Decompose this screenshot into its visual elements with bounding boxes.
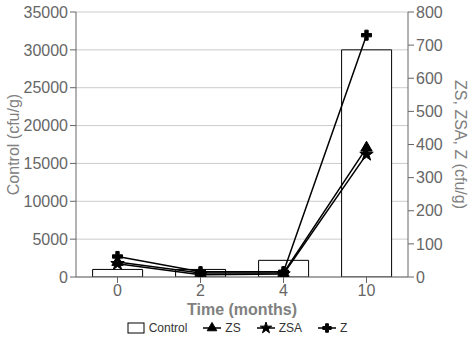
svg-text:2: 2 [196, 282, 205, 299]
svg-text:35000: 35000 [24, 4, 69, 21]
svg-text:15000: 15000 [24, 155, 69, 172]
html-text:ZSA: ZSA [278, 321, 302, 335]
svg-text:Time (months): Time (months) [187, 301, 297, 318]
svg-text:5000: 5000 [32, 231, 68, 248]
svg-text:10000: 10000 [24, 193, 69, 210]
svg-text:600: 600 [416, 70, 443, 87]
svg-text:300: 300 [416, 169, 443, 186]
svg-text:500: 500 [416, 103, 443, 120]
svg-text:100: 100 [416, 236, 443, 253]
svg-text:Control (cfu/g): Control (cfu/g) [8, 94, 22, 195]
svg-text:800: 800 [416, 4, 443, 21]
svg-text:10: 10 [358, 282, 376, 299]
svg-text:4: 4 [279, 282, 288, 299]
html-text:Z: Z [340, 321, 348, 335]
svg-text:700: 700 [416, 37, 443, 54]
svg-text:20000: 20000 [24, 117, 69, 134]
html-text:Control: Control [148, 321, 188, 335]
svg-text:200: 200 [416, 202, 443, 219]
svg-text:25000: 25000 [24, 79, 69, 96]
svg-text:30000: 30000 [24, 42, 69, 59]
svg-text:0: 0 [416, 269, 425, 286]
svg-text:400: 400 [416, 136, 443, 153]
svg-text:0: 0 [113, 282, 122, 299]
html-text:ZS: ZS [225, 321, 241, 335]
svg-text:0: 0 [59, 269, 68, 286]
svg-text:ZS, ZSA, Z (cfu/g): ZS, ZSA, Z (cfu/g) [452, 80, 466, 209]
